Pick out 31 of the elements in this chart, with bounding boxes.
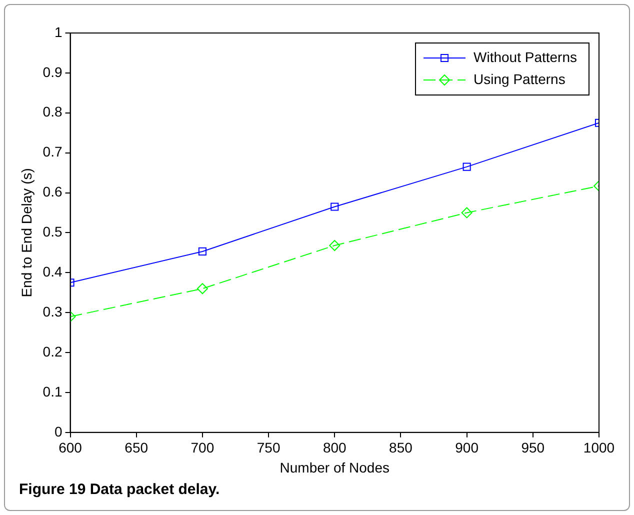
x-tick-label: 950 <box>521 440 545 456</box>
y-tick-label: 0.5 <box>42 224 62 240</box>
point <box>330 202 339 211</box>
x-axis-title: Number of Nodes <box>280 459 390 476</box>
x-tick-label: 750 <box>256 440 280 456</box>
y-tick-label: 0.4 <box>42 264 62 280</box>
y-tick-label: 0.1 <box>42 383 62 400</box>
y-tick-label: 0.8 <box>42 104 62 120</box>
y-tick-label: 0.7 <box>42 144 62 160</box>
y-tick-label: 1 <box>54 24 62 40</box>
x-tick-label: 650 <box>124 440 148 456</box>
point <box>461 207 472 218</box>
y-tick-label: 0.3 <box>42 303 62 320</box>
x-tick-label: 900 <box>455 440 479 456</box>
point <box>198 247 206 256</box>
x-tick-label: 600 <box>58 440 82 456</box>
x-tick-label: 1000 <box>583 440 615 456</box>
y-tick-label: 0.9 <box>42 64 62 80</box>
point <box>462 162 471 171</box>
point <box>329 240 340 251</box>
caption: Figure 19 Data packet delay. <box>19 481 220 498</box>
x-tick-label: 800 <box>322 440 347 456</box>
x-tick-label: 850 <box>389 440 413 456</box>
point <box>196 283 208 294</box>
x-tick-label: 700 <box>190 440 214 456</box>
y-tick-label: 0.2 <box>42 343 62 360</box>
legend-label: Using Patterns <box>474 70 566 87</box>
legend-label: Without Patterns <box>474 48 578 65</box>
y-tick-label: 0.6 <box>42 184 62 200</box>
y-tick-label: 0 <box>54 423 62 440</box>
y-axis-title: End to End Delay (s) <box>18 168 34 298</box>
